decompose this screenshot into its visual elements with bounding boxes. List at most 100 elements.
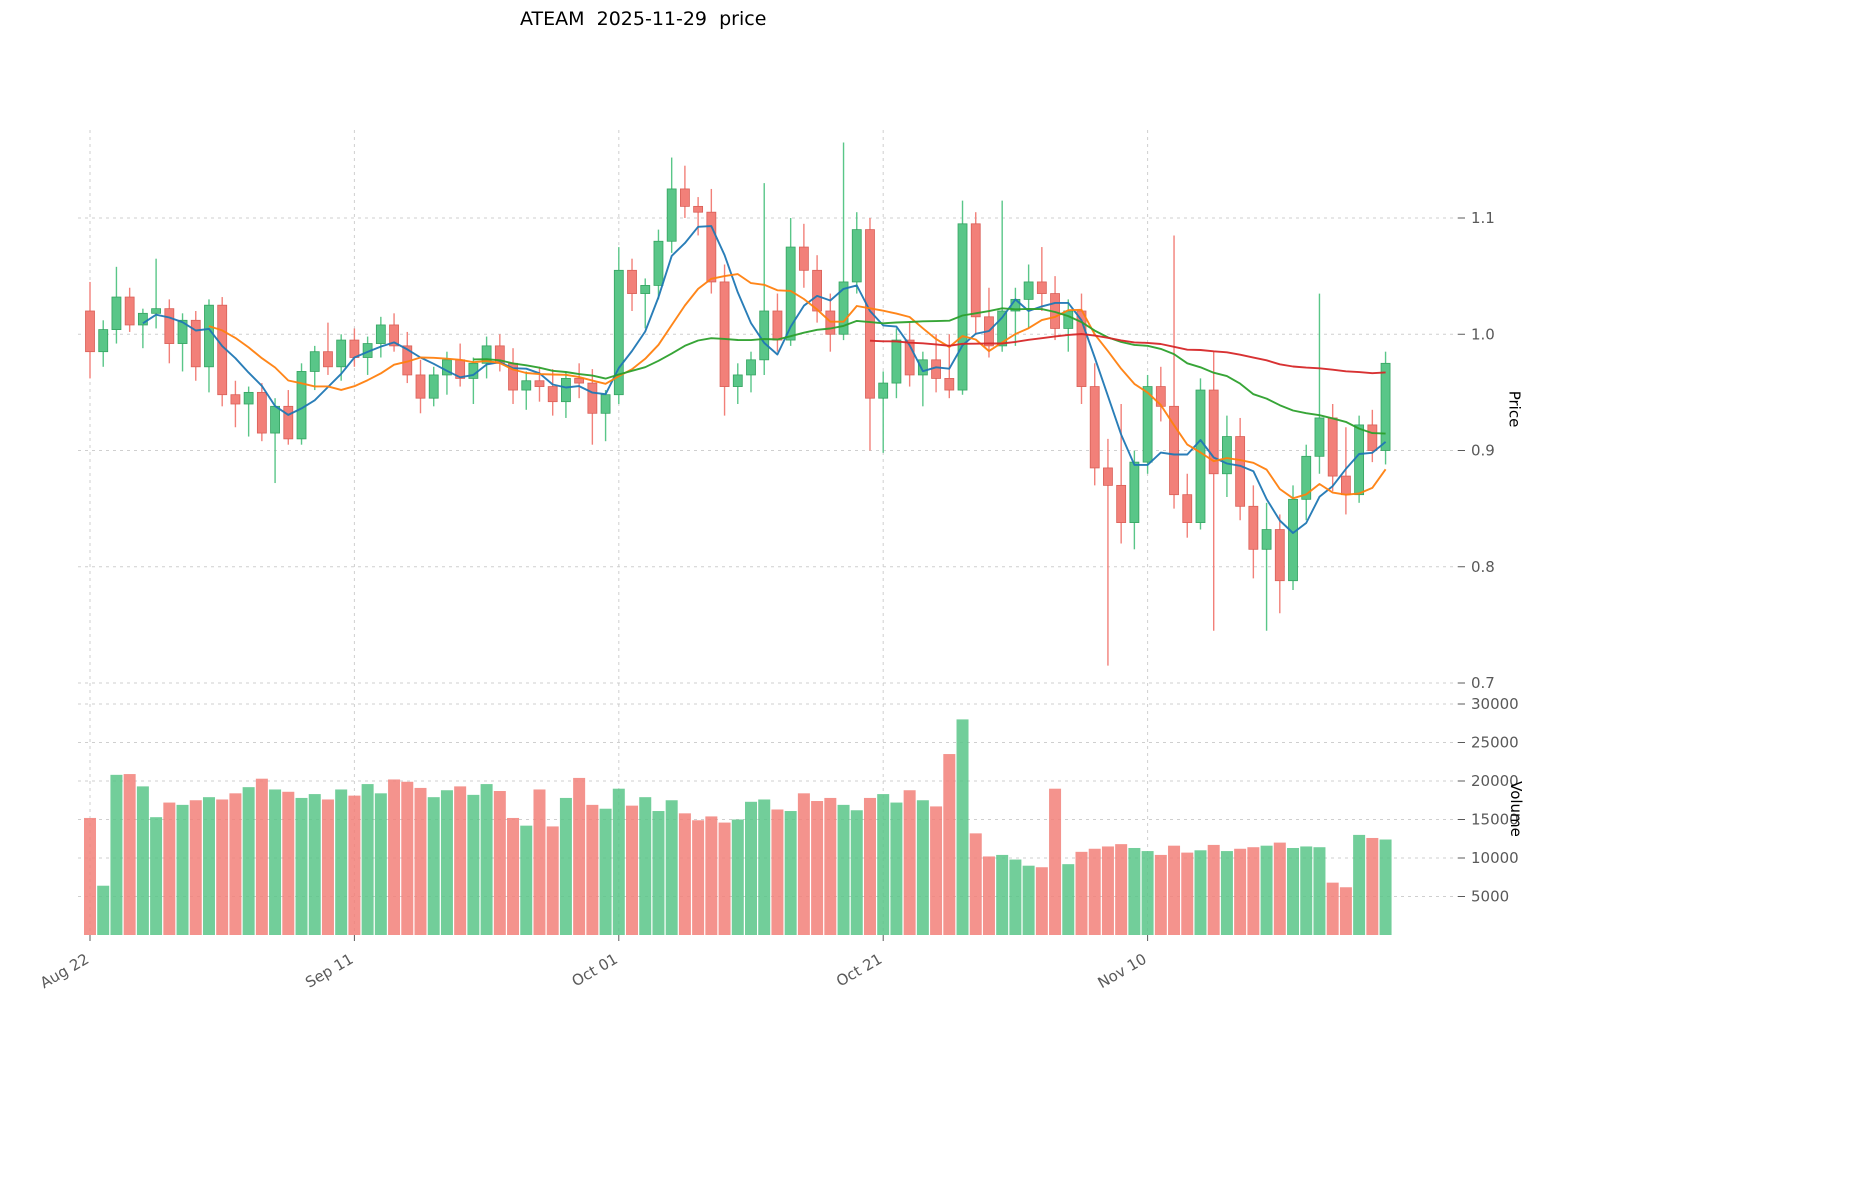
volume-bar <box>123 774 136 935</box>
volume-bars <box>84 719 1392 935</box>
volume-bar <box>1101 846 1114 935</box>
volume-bar <box>745 801 757 935</box>
volume-bar <box>1141 851 1154 935</box>
candle-body <box>798 246 809 271</box>
candle-body <box>1063 310 1074 329</box>
candle-body <box>746 359 756 376</box>
volume-bar <box>361 784 374 935</box>
volume-bar <box>665 800 678 935</box>
candle-body <box>838 281 849 335</box>
candle-body <box>772 310 783 341</box>
volume-bar <box>1128 847 1141 935</box>
candle-body <box>680 188 690 207</box>
volume-tick-label: 20000 <box>1471 772 1519 790</box>
candle-body <box>389 324 399 347</box>
candle-body <box>944 378 955 391</box>
x-tick-labels: Aug 22 Sep 11 Oct 01 Oct 21 Nov 10 <box>37 935 1150 992</box>
volume-bar <box>454 786 467 935</box>
volume-bar <box>1260 845 1273 935</box>
volume-bar <box>295 797 308 935</box>
volume-bar <box>269 789 282 935</box>
volume-tick-label: 15000 <box>1471 811 1519 829</box>
price-tick-label: 0.7 <box>1471 674 1495 692</box>
volume-bar <box>1022 865 1035 935</box>
candle-body <box>997 310 1008 347</box>
volume-bar <box>1247 847 1260 935</box>
candle-body <box>666 188 677 242</box>
candle-body <box>851 229 862 283</box>
volume-bar <box>824 797 837 935</box>
volume-bar <box>163 802 176 935</box>
volume-bar <box>903 790 916 935</box>
volume-bar <box>282 791 295 935</box>
candle-body <box>481 345 492 364</box>
candle-body <box>812 269 822 312</box>
candle-body <box>957 223 968 391</box>
candle-body <box>349 339 360 358</box>
volume-bar <box>202 797 215 935</box>
date-tick-label: Oct 21 <box>833 950 885 990</box>
volume-bar <box>811 801 824 935</box>
volume-bar <box>374 793 387 935</box>
candle-body <box>296 371 307 440</box>
volume-bar <box>1115 844 1128 935</box>
volume-bar <box>150 817 163 935</box>
candle-body <box>1222 436 1232 475</box>
candle-body <box>878 382 889 399</box>
volume-bar <box>678 813 691 935</box>
candle-body <box>415 374 426 399</box>
volume-bar <box>784 811 797 935</box>
volume-bar <box>930 806 943 935</box>
volume-bar <box>771 809 784 935</box>
volume-bar <box>427 797 440 935</box>
candle-body <box>1301 455 1312 500</box>
ma-line-10 <box>208 273 1387 500</box>
candle-body <box>561 378 571 403</box>
candle-body <box>190 319 201 368</box>
volume-bar <box>1181 852 1194 935</box>
volume-bar <box>1168 845 1181 935</box>
volume-bar <box>877 794 890 935</box>
candle-body <box>865 229 875 399</box>
candle-body <box>693 205 704 213</box>
volume-bar <box>612 788 625 935</box>
volume-bar <box>586 804 599 935</box>
volume-bar <box>943 754 956 935</box>
volume-bar <box>84 817 96 935</box>
candle-body <box>759 310 770 361</box>
volume-bar <box>242 787 255 935</box>
candle-body <box>309 351 320 372</box>
volume-bar <box>110 774 123 935</box>
price-axis-label: Price <box>1505 390 1524 428</box>
candle-body <box>706 211 717 283</box>
candles <box>85 142 1391 666</box>
volume-bar <box>1075 851 1088 935</box>
volume-bar <box>573 777 586 935</box>
price-tick-label: 0.8 <box>1471 558 1495 576</box>
candle-body <box>1261 529 1272 550</box>
candle-body <box>587 382 598 414</box>
candle-body <box>124 296 135 326</box>
volume-bar <box>731 819 744 935</box>
candle-body <box>1023 281 1034 300</box>
volume-bar <box>705 816 718 935</box>
candle-body <box>1380 362 1391 451</box>
candle-body <box>204 304 214 368</box>
candle-body <box>1235 436 1246 507</box>
date-tick-label: Oct 01 <box>569 950 621 990</box>
volume-bar <box>493 791 506 935</box>
volume-bar <box>758 799 771 935</box>
volume-bar <box>401 781 414 935</box>
volume-bar <box>559 797 572 935</box>
volume-bar <box>467 794 480 935</box>
volume-bar <box>176 804 189 935</box>
candle-body <box>1142 386 1153 463</box>
volume-bar <box>1339 887 1352 935</box>
candle-body <box>111 296 122 330</box>
volume-tick-label: 5000 <box>1471 888 1509 906</box>
volume-bar <box>916 800 929 935</box>
candle-body <box>534 380 545 387</box>
volume-bar <box>1234 848 1247 935</box>
date-tick-label: Aug 22 <box>37 950 92 992</box>
volume-bar <box>890 802 903 935</box>
